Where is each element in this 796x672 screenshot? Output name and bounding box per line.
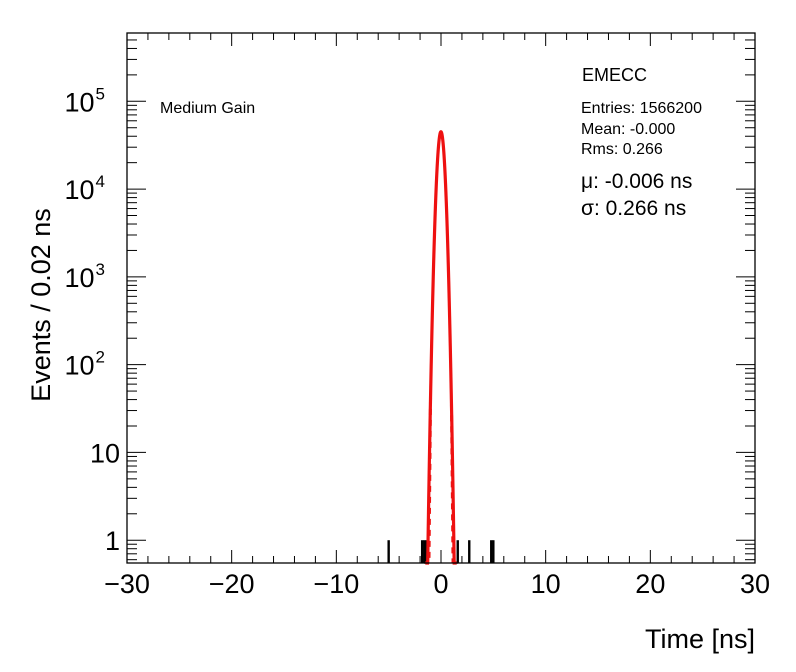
x-tick-label: −30 [104,569,150,599]
stats-title: EMECC [582,65,647,85]
histogram-outlier-bin [387,540,390,563]
stats-mean: Mean: -0.000 [581,121,675,138]
histogram-outlier-bin [490,540,493,563]
x-tick-label: −10 [313,569,359,599]
x-tick-label: 30 [740,569,770,599]
histogram-outlier-bin [423,540,426,563]
y-tick-exponent: 4 [96,172,105,191]
histogram-outlier-bin [492,540,495,563]
fit-dashed-right [449,404,455,564]
x-tick-label: 10 [531,569,561,599]
stats-entries: Entries: 1566200 [581,100,702,117]
stats-box: EMECC Entries: 1566200 Mean: -0.000 Rms:… [581,65,702,220]
y-axis-title: Events / 0.02 ns [26,208,56,402]
y-tick-exponent: 2 [96,348,105,367]
x-tick-label: −20 [209,569,255,599]
y-tick-exponent: 3 [96,260,105,279]
plot-area [387,130,495,565]
histogram-outlier-bin [456,540,459,563]
y-tick-exponent: 5 [96,84,105,103]
x-axis-title: Time [ns] [645,624,755,654]
fit-mu: μ: -0.006 ns [581,170,692,193]
gain-label: Medium Gain [160,100,255,117]
x-tick-label: 0 [433,569,448,599]
stats-rms: Rms: 0.266 [581,141,663,158]
y-tick-label: 10 [90,438,120,468]
x-tick-label: 20 [635,569,665,599]
y-tick-label: 1 [105,526,120,556]
histogram-outlier-bin [468,540,471,563]
fit-dashed-left [427,397,433,564]
fit-sigma: σ: 0.266 ns [581,197,686,220]
histogram-outlier-bin [420,540,424,563]
